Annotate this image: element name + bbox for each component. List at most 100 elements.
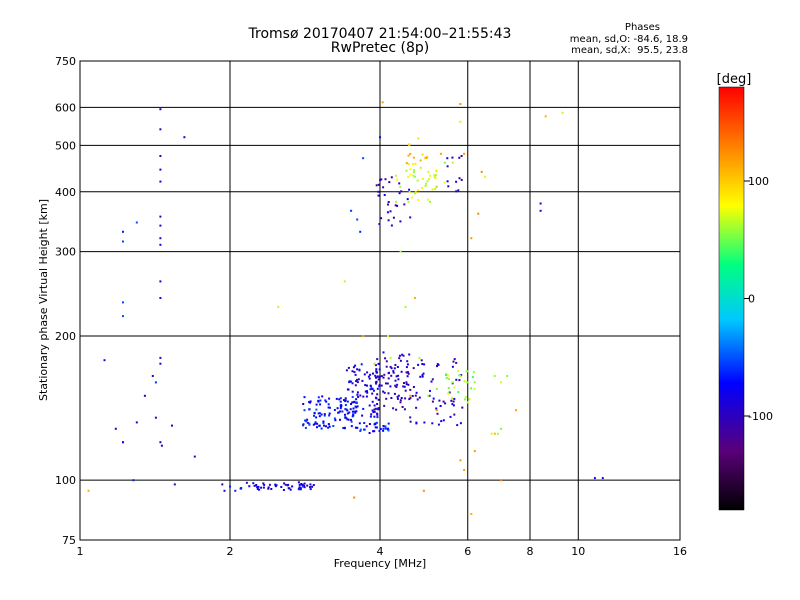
data-point [345, 369, 348, 372]
data-point [451, 365, 454, 368]
data-point [404, 397, 407, 400]
data-point [435, 407, 438, 410]
data-point [151, 375, 154, 377]
data-point [122, 240, 124, 243]
data-point [351, 415, 354, 418]
data-point [421, 153, 424, 156]
data-point [398, 354, 401, 357]
data-point [382, 376, 385, 379]
colorbar-gradient [718, 86, 745, 511]
data-point [351, 390, 354, 393]
data-point [458, 374, 461, 377]
data-point [221, 483, 224, 486]
data-point [561, 111, 564, 114]
data-point [234, 489, 237, 492]
data-point [382, 390, 385, 393]
data-point [258, 488, 261, 491]
data-point [350, 418, 352, 421]
data-point [459, 120, 462, 123]
data-point [87, 489, 90, 492]
data-point [438, 399, 441, 402]
data-point [135, 221, 138, 224]
data-point [315, 403, 318, 406]
data-point [317, 412, 320, 415]
data-point [396, 366, 399, 368]
data-point [376, 416, 379, 419]
data-point [389, 385, 392, 388]
data-point [457, 369, 460, 372]
data-point [346, 418, 349, 421]
data-point [374, 407, 377, 410]
data-point [399, 359, 402, 362]
data-point [318, 415, 321, 418]
data-point [382, 186, 385, 189]
data-point [387, 335, 389, 337]
data-point [435, 169, 438, 172]
data-point [159, 243, 162, 246]
data-point [428, 178, 430, 180]
data-point [445, 376, 448, 379]
data-point [417, 363, 420, 366]
data-point [368, 432, 371, 434]
data-point [397, 378, 400, 381]
data-point [403, 382, 405, 384]
data-point [390, 374, 393, 377]
data-point [390, 224, 393, 227]
data-point [387, 203, 389, 206]
data-point [431, 422, 434, 425]
data-point [304, 426, 307, 429]
data-point [470, 387, 473, 390]
data-point [135, 421, 138, 424]
data-point [419, 159, 422, 162]
data-point [351, 401, 354, 404]
data-point [320, 413, 323, 416]
data-point [245, 481, 248, 484]
data-point [377, 408, 380, 411]
data-point [421, 374, 424, 377]
data-point [353, 400, 356, 403]
data-point [451, 156, 454, 159]
data-point [356, 218, 359, 221]
data-point [304, 419, 307, 422]
data-point [159, 297, 162, 299]
data-point [448, 378, 451, 380]
data-point [387, 429, 390, 432]
data-point [300, 483, 303, 485]
data-point [315, 408, 318, 411]
data-point [390, 176, 393, 179]
data-point [359, 394, 362, 397]
data-point [458, 177, 461, 180]
data-point [357, 396, 360, 398]
data-point [342, 427, 345, 429]
data-point [171, 424, 173, 427]
data-point [344, 416, 347, 419]
data-point [404, 305, 407, 308]
data-point [351, 410, 354, 413]
data-point [339, 407, 342, 410]
data-point [410, 196, 413, 199]
data-point [193, 455, 196, 458]
data-point [376, 387, 379, 390]
data-point [159, 280, 162, 283]
data-point [379, 179, 382, 181]
data-point [114, 427, 117, 430]
data-point [159, 356, 162, 359]
data-point [322, 422, 325, 425]
data-point [375, 426, 378, 429]
data-point [262, 482, 265, 485]
data-point [452, 400, 455, 403]
colorbar-label: [deg] [717, 72, 752, 87]
data-point [434, 188, 437, 190]
data-point [455, 180, 458, 183]
x-tick-label: 16 [673, 545, 687, 558]
y-tick-label: 750 [55, 55, 76, 68]
colorbar-tick-label: -100 [748, 410, 773, 423]
data-point [424, 156, 427, 159]
y-tick-label: 75 [62, 534, 76, 547]
data-point [407, 383, 410, 386]
data-point [356, 368, 359, 371]
y-tick-label: 600 [55, 101, 76, 114]
data-point [302, 403, 305, 405]
data-point [412, 171, 415, 174]
